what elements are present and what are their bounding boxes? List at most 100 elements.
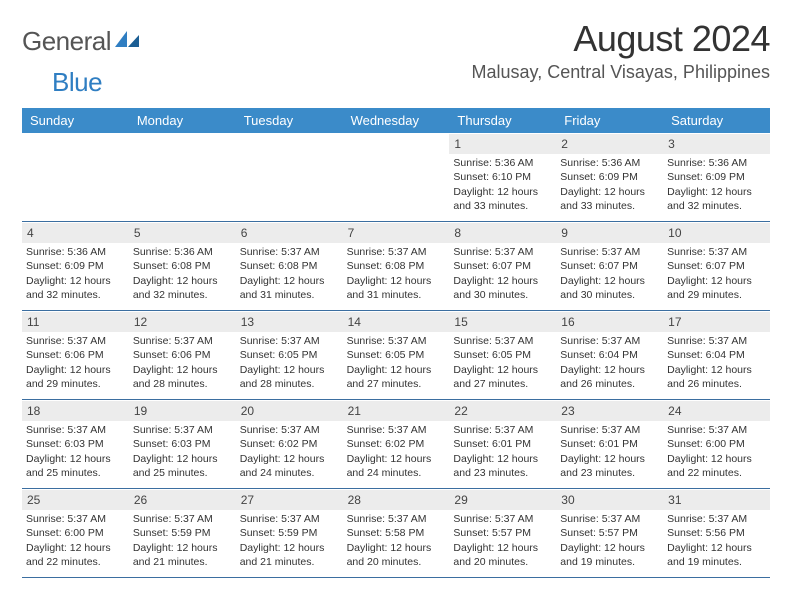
calendar-cell: 5Sunrise: 5:36 AMSunset: 6:08 PMDaylight… [129, 222, 236, 310]
logo-text-blue: Blue [52, 67, 102, 97]
cell-line: and 21 minutes. [133, 555, 232, 569]
day-number: 7 [343, 223, 450, 243]
logo-sail-icon [115, 29, 141, 54]
day-number: 4 [22, 223, 129, 243]
cell-line: and 33 minutes. [453, 199, 552, 213]
calendar-cell [22, 133, 129, 221]
cell-line: Daylight: 12 hours [453, 274, 552, 288]
day-number: 19 [129, 401, 236, 421]
day-number: 24 [663, 401, 770, 421]
day-header-cell: Sunday [22, 108, 129, 133]
day-number: 28 [343, 490, 450, 510]
calendar-cell: 12Sunrise: 5:37 AMSunset: 6:06 PMDayligh… [129, 311, 236, 399]
location: Malusay, Central Visayas, Philippines [472, 62, 770, 83]
cell-line: Sunset: 6:01 PM [453, 437, 552, 451]
week-row: 4Sunrise: 5:36 AMSunset: 6:09 PMDaylight… [22, 222, 770, 311]
cell-line: Daylight: 12 hours [347, 363, 446, 377]
cell-line: Sunrise: 5:37 AM [453, 512, 552, 526]
cell-line: Sunrise: 5:37 AM [26, 334, 125, 348]
calendar-cell: 19Sunrise: 5:37 AMSunset: 6:03 PMDayligh… [129, 400, 236, 488]
cell-line: and 27 minutes. [347, 377, 446, 391]
cell-line: Sunrise: 5:37 AM [560, 512, 659, 526]
cell-line: Sunset: 6:07 PM [560, 259, 659, 273]
day-number: 12 [129, 312, 236, 332]
cell-line: Daylight: 12 hours [560, 274, 659, 288]
logo-text-gray: General [22, 26, 111, 57]
cell-line: Sunrise: 5:37 AM [133, 334, 232, 348]
week-row: 11Sunrise: 5:37 AMSunset: 6:06 PMDayligh… [22, 311, 770, 400]
cell-line: and 28 minutes. [133, 377, 232, 391]
cell-line: Daylight: 12 hours [347, 452, 446, 466]
calendar-cell [129, 133, 236, 221]
cell-line: Daylight: 12 hours [667, 274, 766, 288]
cell-line: and 24 minutes. [240, 466, 339, 480]
week-row: 25Sunrise: 5:37 AMSunset: 6:00 PMDayligh… [22, 489, 770, 578]
cell-line: Sunrise: 5:37 AM [26, 423, 125, 437]
cell-line: and 30 minutes. [560, 288, 659, 302]
week-row: 18Sunrise: 5:37 AMSunset: 6:03 PMDayligh… [22, 400, 770, 489]
cell-line: and 26 minutes. [560, 377, 659, 391]
calendar-cell: 14Sunrise: 5:37 AMSunset: 6:05 PMDayligh… [343, 311, 450, 399]
cell-line: and 23 minutes. [453, 466, 552, 480]
cell-line: Daylight: 12 hours [133, 452, 232, 466]
cell-line: and 32 minutes. [667, 199, 766, 213]
cell-line: Sunrise: 5:37 AM [347, 423, 446, 437]
cell-line: and 22 minutes. [26, 555, 125, 569]
cell-line: Sunrise: 5:37 AM [560, 423, 659, 437]
cell-line: and 30 minutes. [453, 288, 552, 302]
cell-line: Sunrise: 5:37 AM [240, 245, 339, 259]
cell-line: and 28 minutes. [240, 377, 339, 391]
cell-line: Sunset: 6:01 PM [560, 437, 659, 451]
cell-line: Sunset: 6:00 PM [26, 526, 125, 540]
day-number: 9 [556, 223, 663, 243]
cell-line: Sunrise: 5:36 AM [453, 156, 552, 170]
cell-line: Sunset: 6:05 PM [240, 348, 339, 362]
cell-line: and 32 minutes. [133, 288, 232, 302]
cell-line: Sunset: 6:07 PM [667, 259, 766, 273]
cell-line: Sunset: 6:08 PM [240, 259, 339, 273]
cell-line: Daylight: 12 hours [26, 541, 125, 555]
cell-line: Sunset: 6:08 PM [347, 259, 446, 273]
month-title: August 2024 [472, 18, 770, 60]
calendar-cell: 11Sunrise: 5:37 AMSunset: 6:06 PMDayligh… [22, 311, 129, 399]
cell-line: Sunrise: 5:36 AM [133, 245, 232, 259]
day-number: 17 [663, 312, 770, 332]
day-header-cell: Saturday [663, 108, 770, 133]
calendar-cell: 30Sunrise: 5:37 AMSunset: 5:57 PMDayligh… [556, 489, 663, 577]
calendar-cell: 15Sunrise: 5:37 AMSunset: 6:05 PMDayligh… [449, 311, 556, 399]
calendar-cell [343, 133, 450, 221]
cell-line: Sunrise: 5:37 AM [347, 334, 446, 348]
calendar-cell: 9Sunrise: 5:37 AMSunset: 6:07 PMDaylight… [556, 222, 663, 310]
cell-line: Sunset: 6:04 PM [560, 348, 659, 362]
cell-line: Daylight: 12 hours [26, 452, 125, 466]
cell-line: Daylight: 12 hours [453, 452, 552, 466]
cell-line: and 20 minutes. [453, 555, 552, 569]
day-number: 30 [556, 490, 663, 510]
cell-line: Daylight: 12 hours [133, 541, 232, 555]
cell-line: Sunrise: 5:36 AM [667, 156, 766, 170]
day-number: 16 [556, 312, 663, 332]
day-number: 26 [129, 490, 236, 510]
cell-line: and 20 minutes. [347, 555, 446, 569]
calendar-cell: 28Sunrise: 5:37 AMSunset: 5:58 PMDayligh… [343, 489, 450, 577]
cell-line: and 32 minutes. [26, 288, 125, 302]
cell-line: and 31 minutes. [240, 288, 339, 302]
calendar-cell [236, 133, 343, 221]
cell-line: and 21 minutes. [240, 555, 339, 569]
day-number: 25 [22, 490, 129, 510]
day-number: 2 [556, 134, 663, 154]
cell-line: Sunrise: 5:37 AM [347, 245, 446, 259]
calendar-cell: 6Sunrise: 5:37 AMSunset: 6:08 PMDaylight… [236, 222, 343, 310]
cell-line: Sunset: 6:06 PM [133, 348, 232, 362]
calendar-cell: 4Sunrise: 5:36 AMSunset: 6:09 PMDaylight… [22, 222, 129, 310]
calendar-cell: 24Sunrise: 5:37 AMSunset: 6:00 PMDayligh… [663, 400, 770, 488]
cell-line: Daylight: 12 hours [453, 541, 552, 555]
cell-line: Daylight: 12 hours [26, 363, 125, 377]
day-number: 29 [449, 490, 556, 510]
day-number: 21 [343, 401, 450, 421]
cell-line: and 26 minutes. [667, 377, 766, 391]
day-header-cell: Tuesday [236, 108, 343, 133]
day-number: 14 [343, 312, 450, 332]
cell-line: and 25 minutes. [26, 466, 125, 480]
day-header-cell: Wednesday [343, 108, 450, 133]
